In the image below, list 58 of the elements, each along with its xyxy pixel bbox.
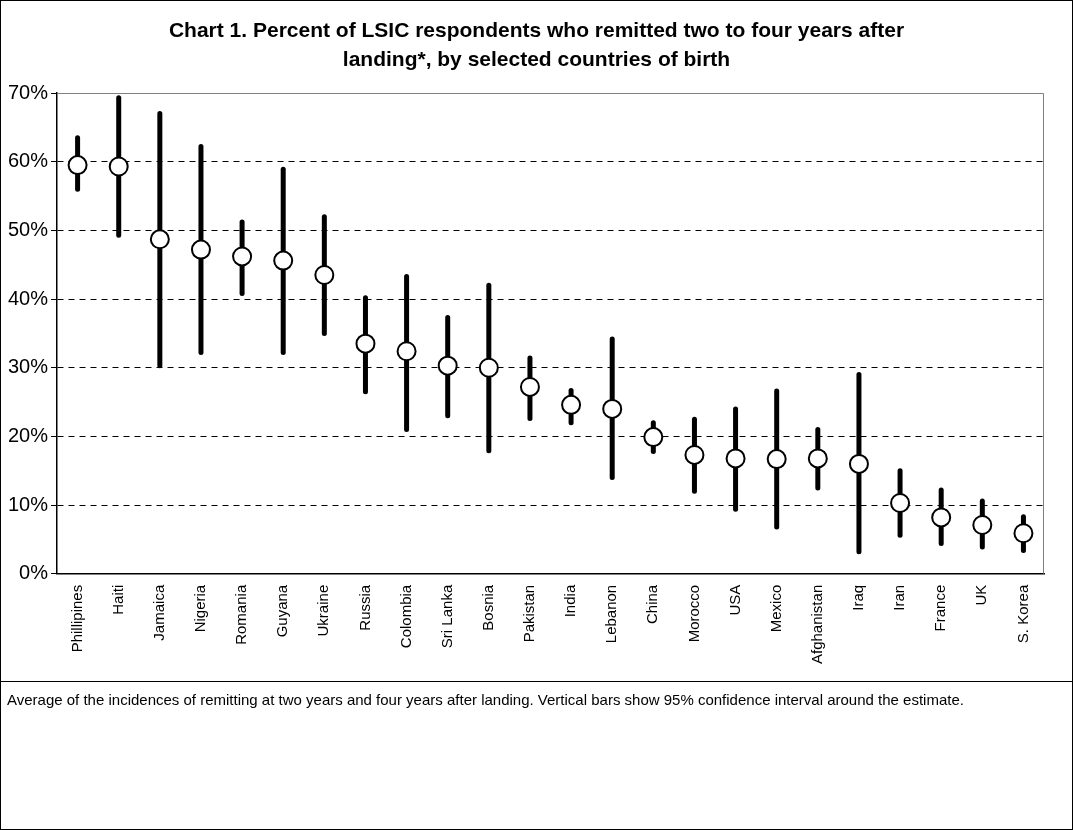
point (314, 265, 335, 286)
point (149, 229, 170, 250)
y-tick-label: 10% (8, 492, 49, 515)
x-tick-label: Guyana (273, 584, 291, 638)
x-tick-label: China (643, 584, 661, 624)
x-tick-label: Bosnia (478, 584, 496, 631)
y-tick-label: 20% (8, 423, 49, 446)
point (478, 357, 499, 378)
x-tick-label: UK (972, 584, 990, 606)
text: Average of the incidences of remitting at two years and four years after landing. Vertical bars show 95% confidence interval around the estimate. (1, 681, 1072, 829)
point (437, 355, 458, 376)
x-tick-label: Haiti (108, 584, 126, 615)
x-tick-label: Mexico (766, 584, 784, 633)
point (561, 394, 582, 415)
x-tick-label: Iran (890, 584, 908, 611)
x-tick-label: Afghanistan (807, 584, 825, 665)
chart-title: Chart 1. Percent of LSIC respondents who remitted two to four years after landing*, by selected countries of birth (167, 17, 906, 72)
x-tick-label: Lebanon (602, 584, 620, 644)
x-tick-label: Phillipines (67, 584, 85, 653)
point (1013, 523, 1034, 544)
x-tick-label: USA (725, 584, 743, 616)
x-tick-label: Romania (232, 584, 250, 645)
y-tick-label: 70% (8, 80, 49, 103)
point (643, 427, 664, 448)
x-tick-label: Sri Lanka (437, 584, 455, 649)
x-tick-label: Iraq (849, 584, 867, 611)
point (931, 507, 952, 528)
y-tick-label: 40% (8, 286, 49, 309)
point (519, 376, 540, 397)
point (108, 156, 129, 177)
point (684, 444, 705, 465)
point (766, 449, 787, 470)
x-tick-label: India (561, 584, 579, 618)
point (67, 155, 88, 176)
point (725, 448, 746, 469)
x-tick-label: France (931, 584, 949, 632)
point (890, 493, 911, 514)
y-tick-label: 30% (8, 355, 49, 378)
x-tick-label: Russia (355, 584, 373, 631)
point (972, 515, 993, 536)
y-tick-label: 0% (19, 561, 49, 584)
point (273, 250, 294, 271)
x-tick-label: S. Korea (1013, 584, 1031, 644)
point (355, 333, 376, 354)
y-tick-label: 50% (8, 217, 49, 240)
point (190, 239, 211, 260)
y-tick-label: 60% (8, 149, 49, 172)
point (848, 453, 869, 474)
point (602, 398, 623, 419)
point (396, 341, 417, 362)
x-tick-label: Nigeria (191, 584, 209, 633)
x-tick-label: Ukraine (314, 584, 332, 637)
point (807, 448, 828, 469)
x-tick-label: Pakistan (520, 584, 538, 643)
point (232, 246, 253, 267)
x-tick-label: Colombia (396, 584, 414, 649)
x-tick-label: Morocco (684, 584, 702, 643)
x-tick-label: Jamaica (149, 584, 167, 641)
